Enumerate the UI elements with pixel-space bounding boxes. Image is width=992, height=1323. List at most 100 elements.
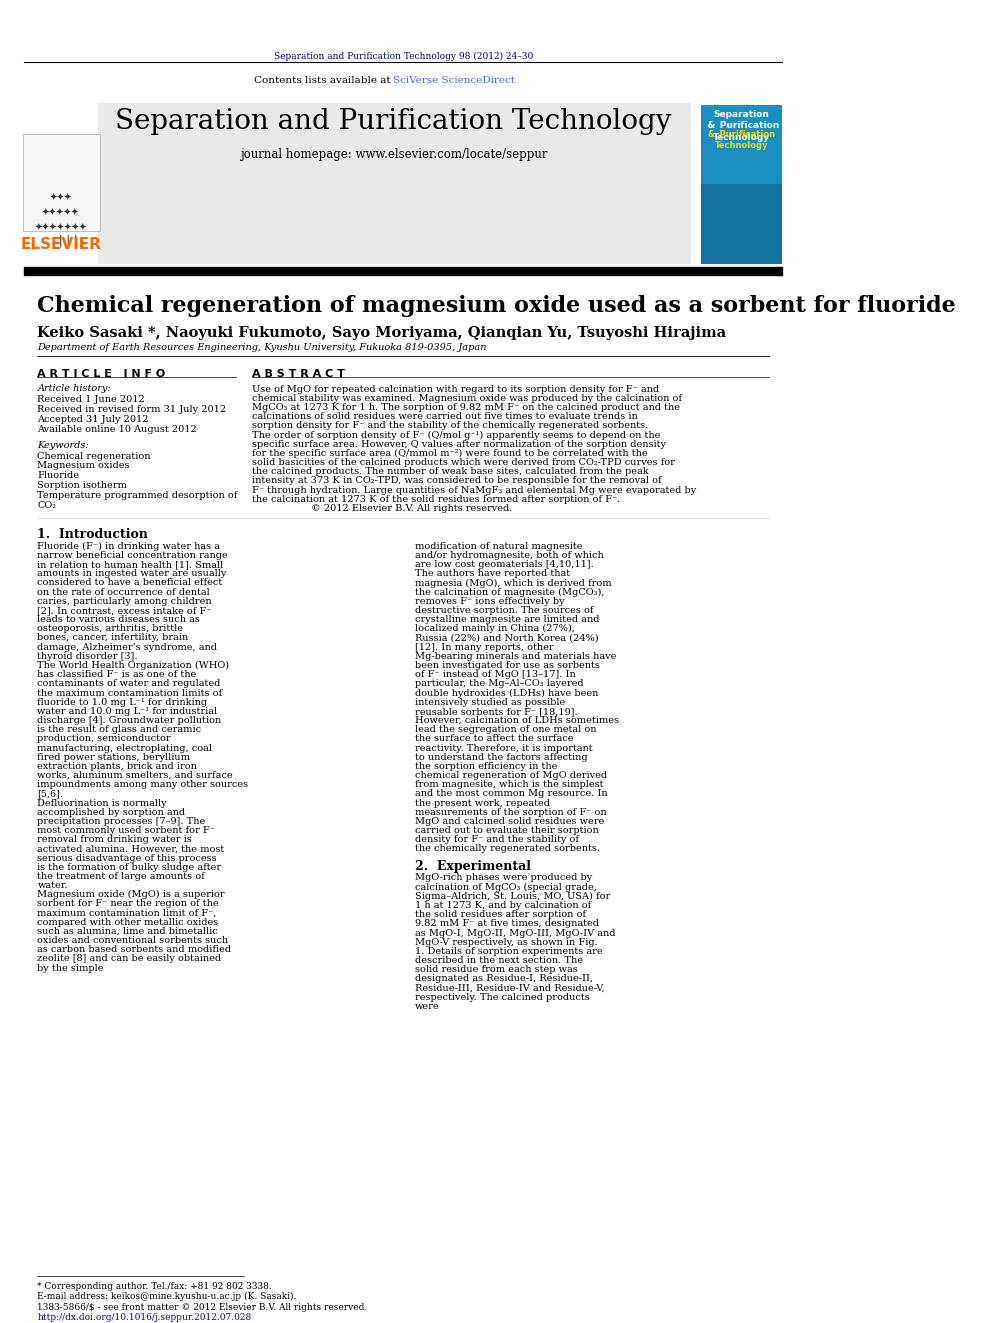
Text: MgO-rich phases were produced by: MgO-rich phases were produced by xyxy=(415,873,592,882)
Text: Department of Earth Resources Engineering, Kyushu University, Fukuoka 819-0395, : Department of Earth Resources Engineerin… xyxy=(38,343,487,352)
Text: sorption density for F⁻ and the stability of the chemically regenerated sorbents: sorption density for F⁻ and the stabilit… xyxy=(252,422,648,430)
Text: A B S T R A C T: A B S T R A C T xyxy=(252,369,345,378)
Text: ✦✦✦
✦✦✦✦✦
✦✦✦✦✦✦✦
  |||: ✦✦✦ ✦✦✦✦✦ ✦✦✦✦✦✦✦ ||| xyxy=(35,189,87,247)
Text: 9.82 mM F⁻ at five times, designated: 9.82 mM F⁻ at five times, designated xyxy=(415,919,598,929)
Text: in relation to human health [1]. Small: in relation to human health [1]. Small xyxy=(38,560,223,569)
Text: Accepted 31 July 2012: Accepted 31 July 2012 xyxy=(38,414,149,423)
Text: is the result of glass and ceramic: is the result of glass and ceramic xyxy=(38,725,201,734)
Text: from magnesite, which is the simplest: from magnesite, which is the simplest xyxy=(415,781,603,790)
FancyBboxPatch shape xyxy=(23,134,100,232)
Text: to understand the factors affecting: to understand the factors affecting xyxy=(415,753,587,762)
Text: lead the segregation of one metal on: lead the segregation of one metal on xyxy=(415,725,596,734)
Text: chemical regeneration of MgO derived: chemical regeneration of MgO derived xyxy=(415,771,607,781)
Text: Contents lists available at: Contents lists available at xyxy=(254,75,394,85)
Text: has classified F⁻ is as one of the: has classified F⁻ is as one of the xyxy=(38,671,196,679)
Text: serious disadvantage of this process: serious disadvantage of this process xyxy=(38,853,217,863)
Text: [2]. In contrast, excess intake of F⁻: [2]. In contrast, excess intake of F⁻ xyxy=(38,606,212,615)
Text: narrow beneficial concentration range: narrow beneficial concentration range xyxy=(38,550,228,560)
Text: F⁻ through hydration. Large quantities of NaMgF₃ and elemental Mg were evaporate: F⁻ through hydration. Large quantities o… xyxy=(252,486,696,495)
Text: been investigated for use as sorbents: been investigated for use as sorbents xyxy=(415,662,599,669)
Text: activated alumina. However, the most: activated alumina. However, the most xyxy=(38,844,224,853)
FancyBboxPatch shape xyxy=(700,184,782,265)
Text: Article history:: Article history: xyxy=(38,384,111,393)
Text: of F⁻ instead of MgO [13–17]. In: of F⁻ instead of MgO [13–17]. In xyxy=(415,671,575,679)
Text: The order of sorption density of F⁻ (Q/mol g⁻¹) apparently seems to depend on th: The order of sorption density of F⁻ (Q/m… xyxy=(252,430,661,439)
Text: & Purification
Technology: & Purification Technology xyxy=(708,130,775,151)
Text: 1 h at 1273 K, and by calcination of: 1 h at 1273 K, and by calcination of xyxy=(415,901,591,910)
FancyBboxPatch shape xyxy=(97,103,691,265)
Text: is the formation of bulky sludge after: is the formation of bulky sludge after xyxy=(38,863,221,872)
Text: compared with other metallic oxides: compared with other metallic oxides xyxy=(38,918,218,926)
Text: CO₂: CO₂ xyxy=(38,501,57,511)
Text: journal homepage: www.elsevier.com/locate/seppur: journal homepage: www.elsevier.com/locat… xyxy=(240,147,548,160)
Text: thyroid disorder [3].: thyroid disorder [3]. xyxy=(38,652,138,660)
Text: Fluoride (F⁻) in drinking water has a: Fluoride (F⁻) in drinking water has a xyxy=(38,542,220,550)
Text: Separation and Purification Technology 98 (2012) 24–30: Separation and Purification Technology 9… xyxy=(274,52,533,61)
Text: bones, cancer, infertility, brain: bones, cancer, infertility, brain xyxy=(38,634,188,643)
Text: A R T I C L E   I N F O: A R T I C L E I N F O xyxy=(38,369,166,378)
Text: carried out to evaluate their sorption: carried out to evaluate their sorption xyxy=(415,826,598,835)
Text: However, calcination of LDHs sometimes: However, calcination of LDHs sometimes xyxy=(415,716,619,725)
Text: fluoride to 1.0 mg L⁻¹ for drinking: fluoride to 1.0 mg L⁻¹ for drinking xyxy=(38,697,207,706)
Text: Received in revised form 31 July 2012: Received in revised form 31 July 2012 xyxy=(38,405,226,414)
Text: were: were xyxy=(415,1002,439,1011)
Text: damage, Alzheimer’s syndrome, and: damage, Alzheimer’s syndrome, and xyxy=(38,643,217,652)
Text: 2.  Experimental: 2. Experimental xyxy=(415,860,531,873)
Text: Separation
 & Purification
Technology: Separation & Purification Technology xyxy=(703,110,780,143)
Text: maximum contamination limit of F⁻,: maximum contamination limit of F⁻, xyxy=(38,909,217,918)
Text: the present work, repeated: the present work, repeated xyxy=(415,799,550,807)
Text: magnesia (MgO), which is derived from: magnesia (MgO), which is derived from xyxy=(415,578,611,587)
Text: are low cost geomaterials [4,10,11].: are low cost geomaterials [4,10,11]. xyxy=(415,560,593,569)
Text: particular, the Mg–Al–CO₃ layered: particular, the Mg–Al–CO₃ layered xyxy=(415,679,583,688)
Text: amounts in ingested water are usually: amounts in ingested water are usually xyxy=(38,569,227,578)
Text: density for F⁻ and the stability of: density for F⁻ and the stability of xyxy=(415,835,578,844)
Text: The authors have reported that: The authors have reported that xyxy=(415,569,569,578)
Text: ELSEVIER: ELSEVIER xyxy=(21,237,101,253)
Text: solid basicities of the calcined products which were derived from CO₂-TPD curves: solid basicities of the calcined product… xyxy=(252,458,675,467)
Text: solid residue from each step was: solid residue from each step was xyxy=(415,966,577,974)
Text: measurements of the sorption of F⁻ on: measurements of the sorption of F⁻ on xyxy=(415,808,606,816)
Text: the calcined products. The number of weak base sites, calculated from the peak: the calcined products. The number of wea… xyxy=(252,467,649,476)
Text: SciVerse ScienceDirect: SciVerse ScienceDirect xyxy=(394,75,516,85)
Text: production, semiconductor: production, semiconductor xyxy=(38,734,171,744)
Text: © 2012 Elsevier B.V. All rights reserved.: © 2012 Elsevier B.V. All rights reserved… xyxy=(310,504,512,513)
Text: [5,6].: [5,6]. xyxy=(38,790,63,798)
Text: designated as Residue-I, Residue-II,: designated as Residue-I, Residue-II, xyxy=(415,974,592,983)
Text: leads to various diseases such as: leads to various diseases such as xyxy=(38,615,200,624)
Text: Defluorination is normally: Defluorination is normally xyxy=(38,799,167,807)
Text: removal from drinking water is: removal from drinking water is xyxy=(38,835,192,844)
Text: http://dx.doi.org/10.1016/j.seppur.2012.07.028: http://dx.doi.org/10.1016/j.seppur.2012.… xyxy=(38,1312,252,1322)
Text: as MgO-I, MgO-II, MgO-III, MgO-IV and: as MgO-I, MgO-II, MgO-III, MgO-IV and xyxy=(415,929,615,938)
Text: The World Health Organization (WHO): The World Health Organization (WHO) xyxy=(38,662,229,671)
Text: Chemical regeneration of magnesium oxide used as a sorbent for fluoride: Chemical regeneration of magnesium oxide… xyxy=(38,295,956,318)
Text: accomplished by sorption and: accomplished by sorption and xyxy=(38,808,186,816)
Text: caries, particularly among children: caries, particularly among children xyxy=(38,597,212,606)
Text: the solid residues after sorption of: the solid residues after sorption of xyxy=(415,910,585,919)
Text: discharge [4]. Groundwater pollution: discharge [4]. Groundwater pollution xyxy=(38,716,221,725)
Text: * Corresponding author. Tel./fax: +81 92 802 3338.: * Corresponding author. Tel./fax: +81 92… xyxy=(38,1282,272,1291)
Text: Temperature programmed desorption of: Temperature programmed desorption of xyxy=(38,491,238,500)
Text: Mg-bearing minerals and materials have: Mg-bearing minerals and materials have xyxy=(415,652,616,660)
Text: Magnesium oxides: Magnesium oxides xyxy=(38,462,130,471)
Text: Available online 10 August 2012: Available online 10 August 2012 xyxy=(38,425,197,434)
Text: Keiko Sasaki *, Naoyuki Fukumoto, Sayo Moriyama, Qianqian Yu, Tsuyoshi Hirajima: Keiko Sasaki *, Naoyuki Fukumoto, Sayo M… xyxy=(38,325,726,340)
Text: on the rate of occurrence of dental: on the rate of occurrence of dental xyxy=(38,587,210,597)
Text: as carbon based sorbents and modified: as carbon based sorbents and modified xyxy=(38,945,231,954)
Text: the chemically regenerated sorbents.: the chemically regenerated sorbents. xyxy=(415,844,599,853)
Text: Use of MgO for repeated calcination with regard to its sorption density for F⁻ a: Use of MgO for repeated calcination with… xyxy=(252,385,659,394)
Text: Chemical regeneration: Chemical regeneration xyxy=(38,451,151,460)
Text: Keywords:: Keywords: xyxy=(38,441,89,450)
Text: 1383-5866/$ - see front matter © 2012 Elsevier B.V. All rights reserved.: 1383-5866/$ - see front matter © 2012 El… xyxy=(38,1303,368,1311)
Text: works, aluminum smelters, and surface: works, aluminum smelters, and surface xyxy=(38,771,233,781)
Text: respectively. The calcined products: respectively. The calcined products xyxy=(415,992,589,1002)
Text: destructive sorption. The sources of: destructive sorption. The sources of xyxy=(415,606,593,615)
Text: Separation and Purification Technology: Separation and Purification Technology xyxy=(115,107,672,135)
Text: contaminants of water and regulated: contaminants of water and regulated xyxy=(38,679,221,688)
Text: and/or hydromagnesite, both of which: and/or hydromagnesite, both of which xyxy=(415,550,603,560)
Text: impoundments among many other sources: impoundments among many other sources xyxy=(38,781,249,790)
FancyBboxPatch shape xyxy=(700,105,782,265)
Text: removes F⁻ ions effectively by: removes F⁻ ions effectively by xyxy=(415,597,564,606)
Text: intensity at 373 K in CO₂-TPD, was considered to be responsible for the removal : intensity at 373 K in CO₂-TPD, was consi… xyxy=(252,476,662,486)
Text: oxides and conventional sorbents such: oxides and conventional sorbents such xyxy=(38,937,228,945)
Text: crystalline magnesite are limited and: crystalline magnesite are limited and xyxy=(415,615,599,624)
